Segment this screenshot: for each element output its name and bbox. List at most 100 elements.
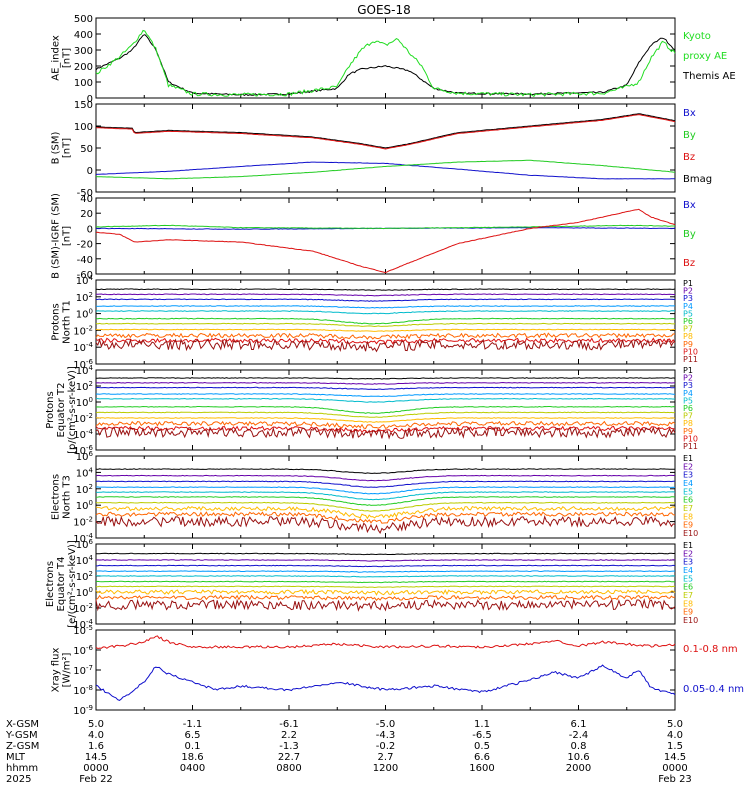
legend-entry: By xyxy=(683,229,696,240)
x-axis-row-label: Y-GSM xyxy=(5,730,38,741)
data-series-line xyxy=(95,310,675,315)
y-tick-label: 10-6 xyxy=(73,444,93,457)
y-tick-label: 104 xyxy=(76,274,94,287)
y-tick-label: 100 xyxy=(76,499,93,512)
legend-entry: P10 xyxy=(683,434,698,443)
legend-entry: E9 xyxy=(683,521,693,530)
legend-entry: P1 xyxy=(683,366,693,375)
legend-entry: P11 xyxy=(683,442,698,451)
legend-entry: P7 xyxy=(683,412,693,421)
legend-entry: P6 xyxy=(683,317,693,326)
x-axis-row-label: hhmm xyxy=(6,763,38,774)
legend-entry: E7 xyxy=(683,591,693,600)
legend-entry: P9 xyxy=(683,427,693,436)
data-series-line xyxy=(95,426,676,440)
y-axis-label-line: Equator T4 xyxy=(56,557,67,612)
y-axis-label: Xray flux [W/m²] xyxy=(51,648,73,693)
x-axis-value: -6.5 xyxy=(472,730,492,741)
legend-entry: E6 xyxy=(683,496,693,505)
y-tick-label: 50 xyxy=(80,144,93,155)
legend-entry: E8 xyxy=(683,512,693,521)
x-axis-value: 0400 xyxy=(180,763,205,774)
y-axis-label: AE_index [nT] xyxy=(51,35,73,81)
y-axis-label: Protons Equator T2 [p/(cm²-s-sr-keV)] xyxy=(45,366,78,454)
legend-entry: Themis AE xyxy=(682,71,736,82)
data-series-line xyxy=(95,511,676,524)
y-tick-label: 10-2 xyxy=(73,602,93,615)
data-series-line xyxy=(95,29,676,98)
data-series-line xyxy=(96,575,676,578)
legend-entry: E10 xyxy=(683,616,698,625)
x-axis-value: 14.5 xyxy=(85,752,107,763)
data-series-line xyxy=(95,405,676,414)
legend-entry: P5 xyxy=(683,396,693,405)
y-tick-label: 102 xyxy=(76,570,93,583)
legend-entry: E9 xyxy=(683,608,693,617)
data-series-line xyxy=(95,224,675,230)
legend-entry: Kyoto xyxy=(683,31,711,42)
data-series-line xyxy=(95,580,676,584)
x-axis-row-label: MLT xyxy=(6,752,26,763)
data-series-line xyxy=(95,468,675,474)
y-tick-label: 300 xyxy=(74,46,93,57)
data-series-line xyxy=(95,332,676,340)
data-series-line xyxy=(95,298,676,302)
data-series-line xyxy=(96,293,676,297)
y-axis-label-line: Electrons xyxy=(51,474,62,520)
legend-entry: E1 xyxy=(683,541,693,550)
y-axis-label-line: Equator T2 xyxy=(56,383,67,438)
x-axis-value: -5.0 xyxy=(376,719,396,730)
y-axis-label-line: [e/(cm²-s-sr-keV)] xyxy=(67,540,78,628)
data-series-line xyxy=(95,337,676,353)
x-axis-value: 14.5 xyxy=(664,752,686,763)
y-axis-label-line: [nT] xyxy=(62,138,73,158)
legend-entry: E2 xyxy=(683,462,693,471)
panel-frame xyxy=(95,17,676,99)
y-axis-label-line: Xray flux xyxy=(51,648,62,693)
y-axis-label-line: [nT] xyxy=(62,48,73,68)
y-tick-label: 10-4 xyxy=(73,341,93,354)
data-series-line xyxy=(95,585,675,589)
data-series-line xyxy=(95,594,676,602)
data-series-line xyxy=(95,664,676,701)
data-series-line xyxy=(95,159,676,180)
data-series-line xyxy=(95,480,675,488)
data-series-line xyxy=(96,113,676,149)
x-axis-value: 1200 xyxy=(373,763,398,774)
legend-entry: E4 xyxy=(683,566,693,575)
data-series-line xyxy=(95,559,676,562)
legend-entry: P2 xyxy=(683,287,693,296)
y-tick-label: 10-6 xyxy=(73,358,93,371)
x-axis-value: -6.1 xyxy=(279,719,299,730)
data-series-line xyxy=(95,386,676,391)
legend-entry: P4 xyxy=(683,389,693,398)
legend-entry: 0.1-0.8 nm xyxy=(683,644,738,655)
y-tick-label: 10-2 xyxy=(73,324,93,337)
x-axis-row-label: X-GSM xyxy=(6,719,39,730)
data-series-line xyxy=(95,501,676,512)
x-axis-value: 1.6 xyxy=(88,741,104,752)
y-axis-label-line: Electrons xyxy=(45,561,56,607)
y-tick-label: 0 xyxy=(87,224,93,235)
legend-entry: E10 xyxy=(683,529,698,538)
y-axis-label-line: Protons xyxy=(51,303,62,340)
x-axis-value: 5.0 xyxy=(88,719,104,730)
y-tick-label: 500 xyxy=(74,14,93,25)
x-axis-value: 0.8 xyxy=(571,741,587,752)
legend-entry: E3 xyxy=(683,558,693,567)
y-axis-label-line: Protons xyxy=(45,391,56,428)
x-axis-value: -0.2 xyxy=(376,741,396,752)
y-tick-label: 150 xyxy=(74,100,93,111)
legend-entry: Bx xyxy=(683,200,696,211)
y-tick-label: 200 xyxy=(74,62,93,73)
y-tick-label: -40 xyxy=(77,255,93,266)
legend-entry: P11 xyxy=(683,355,698,364)
y-tick-label: 102 xyxy=(76,380,93,393)
data-series-line xyxy=(95,474,676,482)
x-axis-value: -1.1 xyxy=(183,719,203,730)
x-axis-value: 10.6 xyxy=(567,752,589,763)
x-axis-value: 1.5 xyxy=(667,741,683,752)
data-series-line xyxy=(95,505,676,520)
y-tick-label: 400 xyxy=(74,30,93,41)
